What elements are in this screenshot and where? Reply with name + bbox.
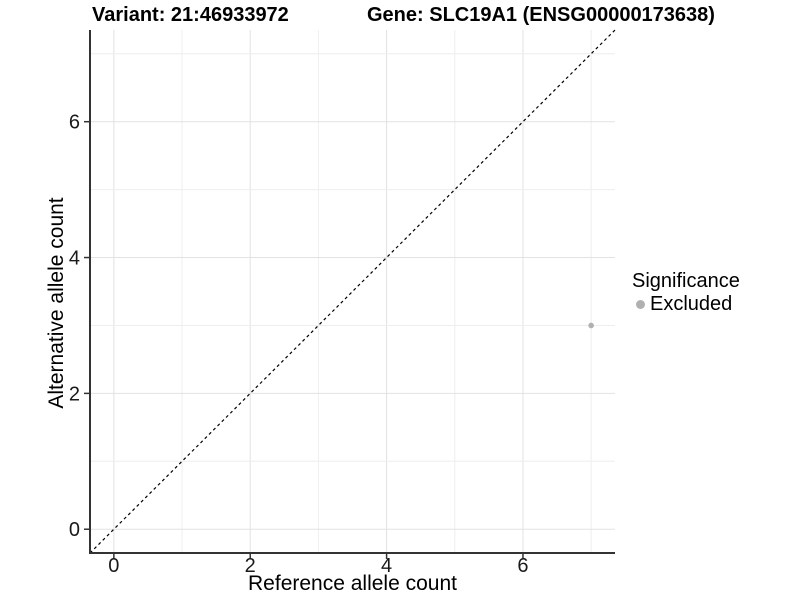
legend-point-icon xyxy=(636,299,645,309)
variant-title: Variant: 21:46933972 xyxy=(92,4,289,26)
legend: Significance Excluded xyxy=(632,270,740,315)
x-tick-label: 0 xyxy=(108,555,119,577)
y-axis-title: Alternative allele count xyxy=(45,197,68,409)
legend-title: Significance xyxy=(632,270,740,292)
y-tick-label: 6 xyxy=(69,112,80,134)
x-axis-title: Reference allele count xyxy=(248,572,457,595)
identity-line xyxy=(89,29,616,554)
legend-entry: Excluded xyxy=(632,293,740,315)
y-tick-label: 4 xyxy=(69,248,80,270)
x-tick-label: 4 xyxy=(381,555,392,577)
y-tick-label: 2 xyxy=(69,383,80,405)
gene-title: Gene: SLC19A1 (ENSG00000173638) xyxy=(367,4,715,26)
x-tick-label: 2 xyxy=(245,555,256,577)
data-point xyxy=(588,322,594,329)
legend-entry-label: Excluded xyxy=(650,293,733,315)
x-tick-label: 6 xyxy=(517,555,528,577)
y-tick-label: 0 xyxy=(69,519,80,541)
